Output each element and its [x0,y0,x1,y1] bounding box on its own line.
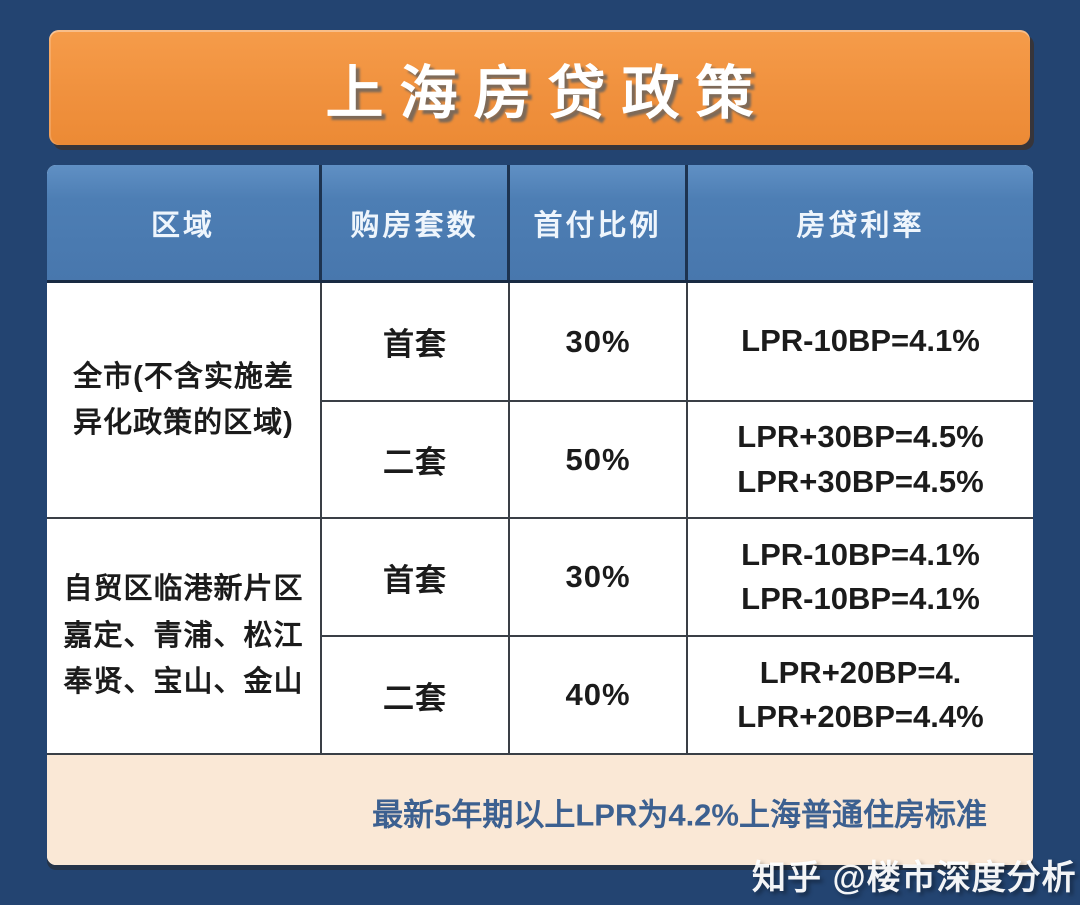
downpayment-cell-ftz-first: 30% [510,517,688,635]
header-units: 购房套数 [322,165,510,280]
lpr-note: 最新5年期以上LPR为4.2%上海普通住房标准 [372,797,987,833]
mortgage-policy-table: 区域 购房套数 首付比例 房贷利率 全市(不含实施差 异化政策的区域) 首套 3… [47,165,1033,865]
region-cell-ftz: 自贸区临港新片区 嘉定、青浦、松江 奉贤、宝山、金山 [47,517,322,753]
page-title: 上海房贷政策 [325,60,770,126]
downpayment-cell-citywide-first: 30% [510,283,688,400]
rate-cell-citywide-second: LPR+30BP=4.5% LPR+30BP=4.5% [688,400,1033,517]
rate-cell-ftz-first: LPR-10BP=4.1% LPR-10BP=4.1% [688,517,1033,635]
region-cell-citywide: 全市(不含实施差 异化政策的区域) [47,283,322,517]
downpayment-cell-ftz-second: 40% [510,635,688,753]
rate-cell-citywide-first: LPR-10BP=4.1% [741,323,980,359]
title-banner: 上海房贷政策 [49,30,1030,145]
units-cell-ftz-second: 二套 [322,635,510,753]
units-cell-citywide-first: 首套 [322,283,510,400]
table-footer: 最新5年期以上LPR为4.2%上海普通住房标准 [47,753,1033,865]
downpayment-cell-citywide-second: 50% [510,400,688,517]
header-rate: 房贷利率 [796,209,925,242]
zhihu-watermark: 知乎 @楼市深度分析 [752,859,1077,897]
table-header-row: 区域 购房套数 首付比例 房贷利率 [47,165,1033,283]
header-region: 区域 [47,165,322,280]
table-body: 全市(不含实施差 异化政策的区域) 首套 30% LPR-10BP=4.1% 二… [47,283,1033,753]
units-cell-ftz-first: 首套 [322,517,510,635]
rate-cell-ftz-second: LPR+20BP=4. LPR+20BP=4.4% [688,635,1033,753]
header-down-payment: 首付比例 [510,165,688,280]
units-cell-citywide-second: 二套 [322,400,510,517]
